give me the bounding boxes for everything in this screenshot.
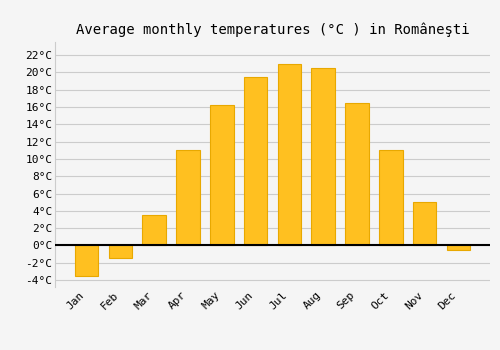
Bar <box>345 103 369 245</box>
Bar <box>312 68 335 245</box>
Bar <box>75 245 98 276</box>
Bar <box>142 215 166 245</box>
Title: Average monthly temperatures (°C ) in Româneşti: Average monthly temperatures (°C ) in Ro… <box>76 22 469 37</box>
Bar <box>176 150 200 245</box>
Bar <box>379 150 402 245</box>
Bar <box>446 245 470 250</box>
Bar <box>108 245 132 258</box>
Bar <box>244 77 268 245</box>
Bar <box>413 202 436 245</box>
Bar <box>278 64 301 245</box>
Bar <box>210 105 234 245</box>
